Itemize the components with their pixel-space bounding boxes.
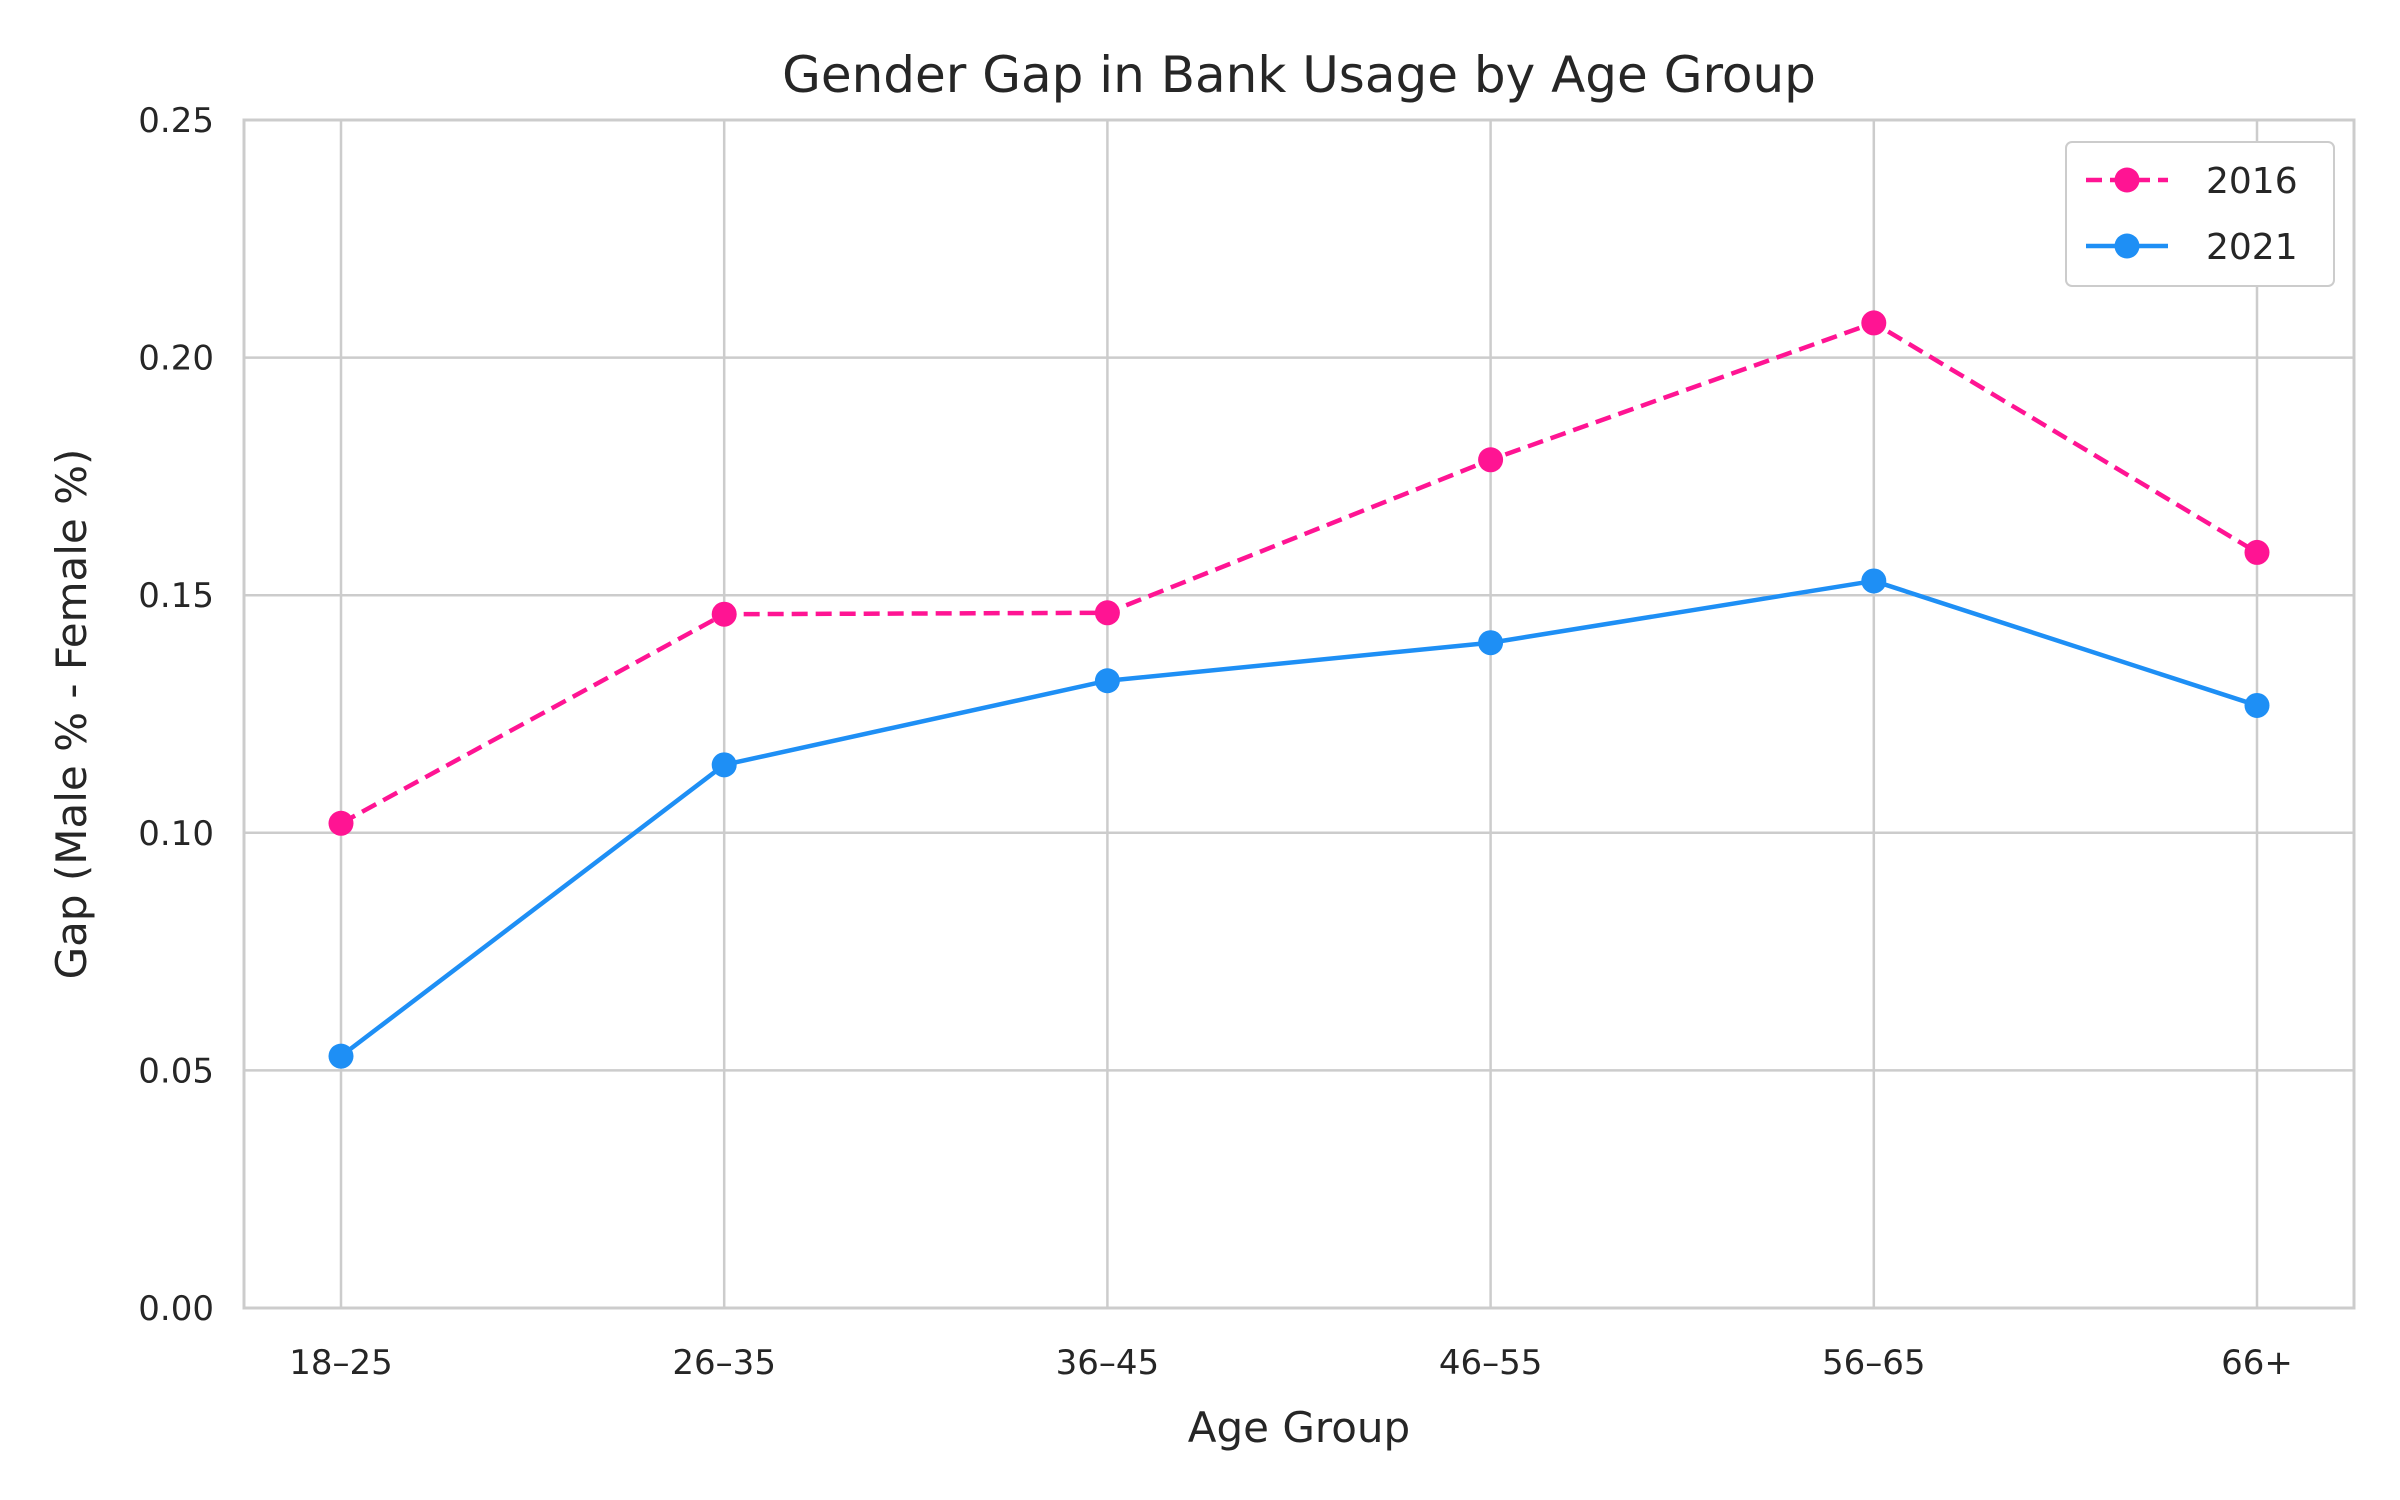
- data-point[interactable]: [328, 1043, 354, 1069]
- x-axis-ticks: 18–25 26–35 36–45 46–55 56–65 66+: [289, 1343, 2293, 1383]
- grid-lines: [244, 118, 2354, 1310]
- y-tick-label: 0.10: [138, 814, 214, 854]
- x-tick-label: 26–35: [672, 1343, 776, 1383]
- y-tick-label: 0.20: [138, 339, 214, 379]
- x-tick-label: 18–25: [289, 1343, 393, 1383]
- x-tick-label: 36–45: [1056, 1343, 1160, 1383]
- data-point[interactable]: [2244, 692, 2270, 718]
- data-point[interactable]: [328, 810, 354, 836]
- data-point[interactable]: [1478, 630, 1504, 656]
- y-axis-title: Gap (Male % - Female %): [47, 449, 96, 980]
- data-point[interactable]: [1861, 568, 1887, 594]
- y-tick-label: 0.25: [138, 101, 214, 141]
- data-point[interactable]: [1094, 668, 1120, 694]
- legend-label: 2021: [2206, 227, 2298, 268]
- data-point[interactable]: [2244, 539, 2270, 565]
- data-point[interactable]: [1861, 310, 1887, 336]
- series-lines: [328, 310, 2270, 1069]
- data-point[interactable]: [711, 601, 737, 627]
- plot-area-frame: [242, 118, 2356, 1310]
- series-line-2016: [339, 320, 2259, 826]
- chart-title: Gender Gap in Bank Usage by Age Group: [782, 46, 1816, 104]
- y-axis-ticks: 0.00 0.05 0.10 0.15 0.20 0.25: [138, 101, 214, 1329]
- legend: 2016 2021: [2065, 141, 2335, 287]
- legend-marker: [2114, 167, 2140, 193]
- data-point[interactable]: [1478, 447, 1504, 473]
- legend-label: 2016: [2206, 161, 2298, 202]
- y-tick-label: 0.05: [138, 1051, 214, 1091]
- series-2021: [328, 568, 2270, 1069]
- x-axis-title: Age Group: [1188, 1403, 1410, 1452]
- x-tick-label: 56–65: [1822, 1343, 1926, 1383]
- series-line-2021: [339, 578, 2258, 1058]
- x-tick-label: 66+: [2221, 1343, 2293, 1383]
- y-tick-label: 0.15: [138, 576, 214, 616]
- data-point[interactable]: [1094, 600, 1120, 626]
- data-point[interactable]: [711, 752, 737, 778]
- y-tick-label: 0.00: [138, 1289, 214, 1329]
- x-tick-label: 46–55: [1439, 1343, 1543, 1383]
- legend-marker: [2114, 233, 2140, 259]
- series-2016: [328, 310, 2270, 836]
